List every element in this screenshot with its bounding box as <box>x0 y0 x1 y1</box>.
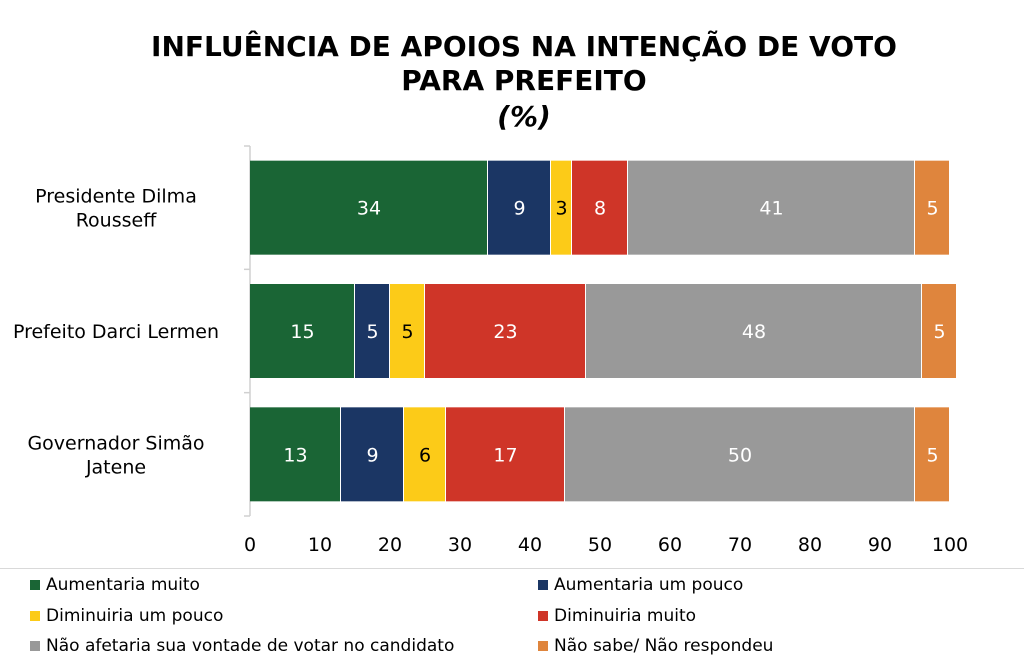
category-label-line: Jatene <box>85 456 146 478</box>
x-tick-label: 0 <box>244 534 256 556</box>
bar-value-label: 48 <box>742 321 766 343</box>
legend-label: Aumentaria um pouco <box>554 575 744 595</box>
bar-value-label: 34 <box>357 198 381 220</box>
bar-segment <box>250 284 354 378</box>
bar-value-label: 5 <box>933 321 945 343</box>
chart-title-line-3: (%) <box>497 100 551 133</box>
category-label: Presidente Dilma Rousseff <box>35 186 197 232</box>
category-label: Governador Simão Jatene <box>27 432 204 478</box>
bar-value-label: 50 <box>728 444 752 466</box>
x-tick-label: 70 <box>728 534 752 556</box>
bar-value-label: 5 <box>401 321 413 343</box>
legend-label: Aumentaria muito <box>46 575 200 595</box>
bar-segment <box>572 160 627 255</box>
bar-segment <box>250 160 487 255</box>
legend-swatch <box>538 641 548 651</box>
legend-label: Não afetaria sua vontade de votar no can… <box>46 636 455 656</box>
legend-item: Diminuiria muito <box>538 606 696 626</box>
bar-segment <box>355 284 389 378</box>
bar-segment <box>390 284 424 378</box>
x-tick-label: 30 <box>448 534 472 556</box>
legend-label: Diminuiria um pouco <box>46 606 224 626</box>
bar-segment <box>922 284 956 378</box>
bar-value-label: 5 <box>366 321 378 343</box>
bar-value-label: 9 <box>366 444 378 466</box>
chart-title-line-2: PARA PREFEITO <box>401 64 647 97</box>
bar-segment <box>565 407 914 502</box>
bar-value-label: 5 <box>926 198 938 220</box>
legend-item: Diminuiria um pouco <box>30 606 223 626</box>
bar-value-label: 13 <box>283 444 307 466</box>
legend-item: Aumentaria muito <box>30 575 200 595</box>
x-tick-label: 100 <box>932 534 968 556</box>
bar-value-label: 23 <box>493 321 517 343</box>
category-label-line: Prefeito Darci Lermen <box>13 321 219 343</box>
legend-swatch <box>538 611 548 621</box>
stacked-bar-chart: 0 10 20 30 40 50 60 70 80 90 100 34 9 3 8 41 5 Presidente… <box>13 145 968 556</box>
x-tick-label: 20 <box>378 534 402 556</box>
bar-segment <box>586 284 921 378</box>
bar-value-label: 8 <box>594 198 606 220</box>
bar-value-label: 15 <box>290 321 314 343</box>
category-label: Prefeito Darci Lermen <box>13 321 219 343</box>
bar-value-label: 6 <box>419 444 431 466</box>
x-tick-label: 60 <box>658 534 682 556</box>
bar-segment <box>446 407 564 502</box>
chart-title-line-1: INFLUÊNCIA DE APOIOS NA INTENÇÃO DE VOTO <box>151 30 897 63</box>
bar-segment <box>250 407 340 502</box>
bar-value-label: 5 <box>926 444 938 466</box>
bar-segment <box>915 160 949 255</box>
x-tick-label: 90 <box>868 534 892 556</box>
legend-swatch <box>538 580 548 590</box>
category-label-line: Rousseff <box>76 210 158 232</box>
x-tick-label: 10 <box>308 534 332 556</box>
legend-item: Não sabe/ Não respondeu <box>538 636 773 656</box>
legend-swatch <box>30 580 40 590</box>
bar-segment <box>628 160 914 255</box>
chart-legend: Aumentaria muito Aumentaria um pouco Dimin… <box>0 568 1024 665</box>
bar-segment <box>341 407 403 502</box>
x-tick-label: 40 <box>518 534 542 556</box>
bar-value-label: 3 <box>555 198 567 220</box>
legend-item: Não afetaria sua vontade de votar no can… <box>30 636 454 656</box>
category-label-line: Presidente Dilma <box>35 186 197 208</box>
x-tick-label: 80 <box>798 534 822 556</box>
bar-value-label: 17 <box>493 444 517 466</box>
legend-swatch <box>30 641 40 651</box>
category-label-line: Governador Simão <box>27 432 204 454</box>
bar-segment <box>404 407 445 502</box>
legend-label: Não sabe/ Não respondeu <box>554 636 774 656</box>
bar-segment <box>915 407 949 502</box>
legend-label: Diminuiria muito <box>554 606 697 626</box>
bar-segment <box>425 284 585 378</box>
x-tick-label: 50 <box>588 534 612 556</box>
bar-segment <box>551 160 571 255</box>
bar-value-label: 41 <box>759 198 783 220</box>
bar-value-label: 9 <box>513 198 525 220</box>
legend-item: Aumentaria um pouco <box>538 575 743 595</box>
bar-segment <box>488 160 550 255</box>
legend-swatch <box>30 611 40 621</box>
